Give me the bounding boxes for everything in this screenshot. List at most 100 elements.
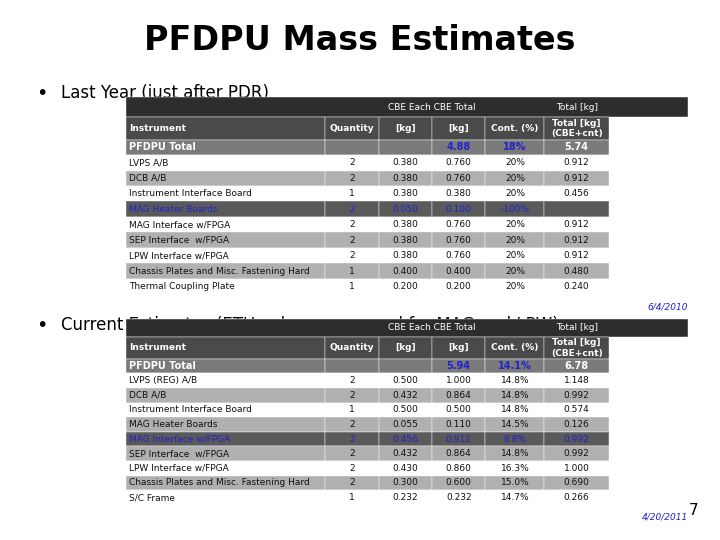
Bar	[485, 490, 544, 505]
Text: 0.400: 0.400	[446, 267, 472, 275]
Bar	[544, 217, 609, 232]
Bar	[126, 476, 325, 490]
Bar	[126, 490, 325, 505]
Text: 2: 2	[349, 449, 355, 458]
Bar	[485, 186, 544, 201]
Text: 0.690: 0.690	[564, 478, 590, 488]
Text: 6.78: 6.78	[564, 361, 589, 371]
Bar	[379, 432, 432, 447]
Bar	[325, 248, 379, 264]
Bar	[126, 461, 325, 476]
Text: 0.864: 0.864	[446, 449, 472, 458]
Text: Chassis Plates and Misc. Fastening Hard: Chassis Plates and Misc. Fastening Hard	[130, 267, 310, 275]
Bar	[432, 337, 485, 359]
Bar	[544, 373, 609, 388]
Text: Total [kg]
(CBE+cnt): Total [kg] (CBE+cnt)	[551, 338, 603, 357]
Bar	[544, 171, 609, 186]
Text: 0.760: 0.760	[446, 235, 472, 245]
Text: [kg]: [kg]	[449, 343, 469, 353]
Text: 0.500: 0.500	[392, 406, 418, 414]
Bar	[544, 248, 609, 264]
Bar	[379, 264, 432, 279]
Text: 0.430: 0.430	[392, 464, 418, 473]
Text: 1: 1	[349, 189, 355, 198]
Bar	[325, 264, 379, 279]
Bar	[379, 248, 432, 264]
Text: 20%: 20%	[505, 251, 525, 260]
Bar	[432, 117, 485, 139]
Bar	[432, 139, 485, 155]
Bar	[432, 447, 485, 461]
Bar	[432, 417, 485, 432]
Text: 0.500: 0.500	[446, 406, 472, 414]
Bar	[485, 264, 544, 279]
Bar	[126, 279, 325, 294]
Text: 0.050: 0.050	[392, 205, 418, 214]
Text: 15.0%: 15.0%	[500, 478, 529, 488]
Bar	[432, 232, 485, 248]
Text: 20%: 20%	[505, 158, 525, 167]
Text: 1.148: 1.148	[564, 376, 590, 385]
Bar	[432, 432, 485, 447]
Text: 14.1%: 14.1%	[498, 361, 532, 371]
Text: LVPS (REG) A/B: LVPS (REG) A/B	[130, 376, 197, 385]
Text: Thermal Coupling Plate: Thermal Coupling Plate	[130, 282, 235, 291]
Bar	[544, 490, 609, 505]
Bar	[432, 248, 485, 264]
Text: 2: 2	[349, 391, 355, 400]
Bar	[485, 402, 544, 417]
Bar	[485, 117, 544, 139]
Bar	[325, 186, 379, 201]
Bar	[126, 359, 325, 373]
Bar	[485, 155, 544, 171]
Text: PFDPU Total: PFDPU Total	[130, 361, 197, 371]
Text: 16.3%: 16.3%	[500, 464, 529, 473]
Bar	[126, 217, 325, 232]
Text: 14.8%: 14.8%	[500, 376, 529, 385]
Text: DCB A/B: DCB A/B	[130, 391, 167, 400]
Bar	[126, 373, 325, 388]
Text: 18%: 18%	[503, 143, 526, 152]
Bar	[126, 447, 325, 461]
Bar	[126, 388, 325, 402]
Text: 7: 7	[689, 503, 698, 518]
Text: 0.992: 0.992	[564, 449, 590, 458]
Text: 4.88: 4.88	[446, 143, 471, 152]
Text: Last Year (just after PDR): Last Year (just after PDR)	[61, 84, 269, 102]
Bar	[432, 217, 485, 232]
Text: Quantity: Quantity	[330, 343, 374, 353]
Bar	[325, 201, 379, 217]
Bar	[325, 447, 379, 461]
Text: 0.200: 0.200	[392, 282, 418, 291]
Bar	[432, 476, 485, 490]
Text: [kg]: [kg]	[395, 124, 415, 133]
Text: 0.380: 0.380	[392, 189, 418, 198]
Bar	[325, 139, 379, 155]
Bar	[126, 248, 325, 264]
Text: MAG Heater Boards: MAG Heater Boards	[130, 420, 218, 429]
Bar	[379, 359, 432, 373]
Bar	[485, 461, 544, 476]
Text: 1: 1	[349, 493, 355, 502]
Text: 20%: 20%	[505, 189, 525, 198]
Bar	[432, 186, 485, 201]
Bar	[325, 373, 379, 388]
Bar	[544, 232, 609, 248]
Text: 0.400: 0.400	[392, 267, 418, 275]
Text: 0.480: 0.480	[564, 267, 590, 275]
Text: Instrument Interface Board: Instrument Interface Board	[130, 406, 252, 414]
Bar	[485, 476, 544, 490]
Bar	[544, 476, 609, 490]
Bar	[325, 490, 379, 505]
Bar	[432, 171, 485, 186]
Bar	[485, 432, 544, 447]
Bar	[544, 264, 609, 279]
Bar	[379, 447, 432, 461]
Text: 20%: 20%	[505, 220, 525, 229]
Text: 1: 1	[349, 406, 355, 414]
Bar	[544, 359, 609, 373]
Bar	[432, 490, 485, 505]
Text: 0.456: 0.456	[392, 435, 418, 443]
Bar	[126, 186, 325, 201]
Text: 2: 2	[349, 220, 355, 229]
